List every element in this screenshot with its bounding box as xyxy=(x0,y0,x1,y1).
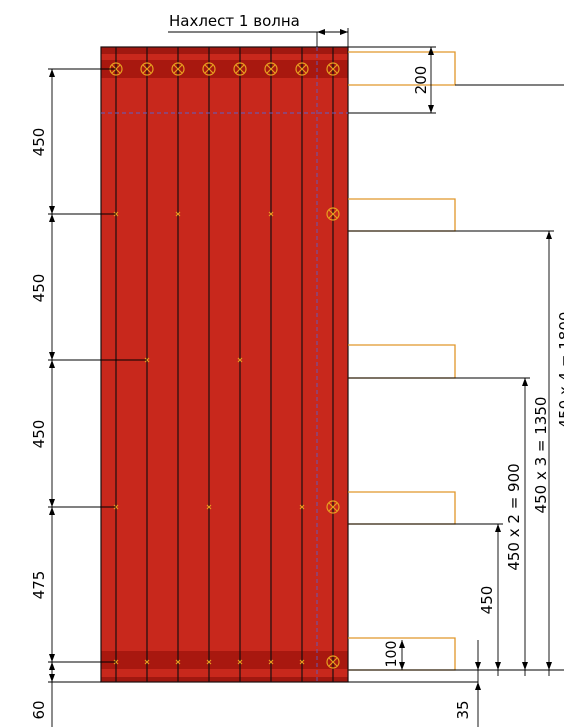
fastener-circles-edge xyxy=(326,207,340,669)
top-right-dimension xyxy=(348,46,564,114)
fastener-cross-icon xyxy=(206,504,212,510)
dim-1350: 450 x 3 = 1350 xyxy=(532,397,550,514)
fastener-row-top xyxy=(109,62,340,76)
left-dimension-lines xyxy=(48,68,147,727)
sheet-seams xyxy=(115,47,334,682)
roof-sheet xyxy=(101,47,348,682)
fastener-cross-icon xyxy=(237,659,243,665)
batten-2 xyxy=(348,198,456,232)
dim-450-right: 450 xyxy=(478,586,496,615)
right-dimension-lines xyxy=(348,230,564,727)
left-dim-450-1: 450 xyxy=(30,128,48,157)
fastener-circle-icon xyxy=(171,62,185,76)
overlap-arrow-right xyxy=(340,29,348,35)
fastener-circle-icon xyxy=(264,62,278,76)
overlap-label: Нахлест 1 волна xyxy=(169,12,300,30)
fastener-circle-icon xyxy=(326,655,340,669)
fastener-circle-icon xyxy=(140,62,154,76)
battens xyxy=(348,51,456,671)
overlap-dashed-lines xyxy=(101,47,348,682)
batten-3 xyxy=(348,344,456,379)
fastener-circle-icon xyxy=(326,500,340,514)
left-dim-475: 475 xyxy=(30,571,48,600)
fastener-cross-icon xyxy=(144,659,150,665)
fastener-circle-icon xyxy=(295,62,309,76)
dim-35: 35 xyxy=(454,700,472,719)
dim-100: 100 xyxy=(384,641,400,668)
right-dimension-arrows xyxy=(399,231,552,690)
sheet-top-band-2 xyxy=(101,60,348,78)
fastener-crosses xyxy=(113,211,305,510)
fastener-row-bottom xyxy=(113,659,305,665)
fastener-cross-icon xyxy=(299,659,305,665)
fastener-circle-icon xyxy=(326,207,340,221)
batten-4 xyxy=(348,491,456,525)
fastener-cross-icon xyxy=(175,659,181,665)
fastener-circle-icon xyxy=(326,62,340,76)
sheet-bottom-edge xyxy=(101,677,348,682)
dim-200: 200 xyxy=(412,66,430,95)
left-dim-450-3: 450 xyxy=(30,420,48,449)
fastener-circle-icon xyxy=(233,62,247,76)
fastener-cross-icon xyxy=(206,659,212,665)
batten-top xyxy=(348,51,456,86)
fastener-cross-icon xyxy=(237,357,243,363)
left-dim-450-2: 450 xyxy=(30,274,48,303)
sheet-top-band xyxy=(101,47,348,54)
dim-900: 450 x 2 = 900 xyxy=(505,463,523,570)
left-dimension-arrows xyxy=(49,69,55,682)
fastener-circle-icon xyxy=(202,62,216,76)
fastener-cross-icon xyxy=(268,211,274,217)
sheet-outline xyxy=(100,46,349,683)
overlap-arrow-left xyxy=(317,29,325,35)
fastener-cross-icon xyxy=(299,504,305,510)
dim-1800: 450 x 4 = 1800 xyxy=(556,312,564,429)
left-dim-60: 60 xyxy=(30,700,48,719)
sheet-bottom-band xyxy=(101,651,348,669)
fastener-cross-icon xyxy=(268,659,274,665)
fastener-cross-icon xyxy=(175,211,181,217)
